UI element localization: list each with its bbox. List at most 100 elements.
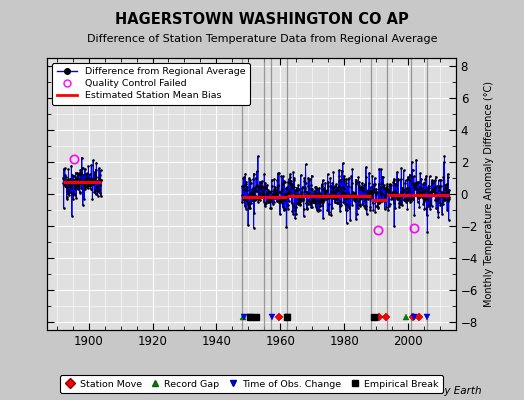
Point xyxy=(348,191,357,197)
Point xyxy=(423,186,431,193)
Point xyxy=(240,197,248,204)
Point xyxy=(433,195,442,202)
Point xyxy=(297,189,305,195)
Point xyxy=(427,193,435,200)
Point xyxy=(311,196,319,203)
Point xyxy=(392,180,400,187)
Point xyxy=(342,207,350,214)
Point xyxy=(91,187,100,193)
Point xyxy=(433,197,441,204)
Point xyxy=(255,191,264,198)
Point xyxy=(445,196,453,202)
Point xyxy=(429,186,437,193)
Point xyxy=(251,197,259,203)
Point xyxy=(364,191,373,198)
Point xyxy=(78,184,86,191)
Point xyxy=(413,187,422,194)
Point xyxy=(394,196,402,202)
Point xyxy=(373,197,381,203)
Point xyxy=(278,204,287,210)
Point xyxy=(416,184,424,190)
Point xyxy=(379,196,388,202)
Point xyxy=(78,154,86,161)
Point xyxy=(397,200,405,207)
Point xyxy=(302,200,311,206)
Point xyxy=(65,191,73,198)
Point xyxy=(274,198,282,204)
Point xyxy=(246,177,254,183)
Point xyxy=(319,198,328,205)
Point xyxy=(62,177,71,183)
Point xyxy=(289,202,297,208)
Point xyxy=(362,206,370,212)
Point xyxy=(304,175,312,181)
Point xyxy=(366,207,374,214)
Point xyxy=(422,212,431,218)
Point xyxy=(340,176,348,182)
Point xyxy=(271,187,279,193)
Point xyxy=(308,172,316,179)
Point xyxy=(88,177,96,184)
Point xyxy=(344,194,353,200)
Point xyxy=(343,200,351,207)
Point xyxy=(334,187,342,194)
Point xyxy=(373,198,381,204)
Point xyxy=(97,177,105,184)
Point xyxy=(334,200,343,206)
Point xyxy=(85,176,93,183)
Point xyxy=(316,197,325,204)
Point xyxy=(269,194,278,200)
Point xyxy=(377,192,386,198)
Point xyxy=(290,190,298,196)
Point xyxy=(260,171,268,177)
Point xyxy=(280,178,288,184)
Point xyxy=(388,190,396,196)
Point xyxy=(244,191,252,198)
Point xyxy=(322,195,331,201)
Point xyxy=(256,193,265,199)
Point xyxy=(443,206,451,213)
Point xyxy=(403,185,411,191)
Point xyxy=(335,198,344,205)
Point xyxy=(277,189,285,196)
Point xyxy=(395,204,403,210)
Point xyxy=(298,184,307,190)
Point xyxy=(312,184,321,190)
Point xyxy=(412,180,420,186)
Point xyxy=(436,191,444,197)
Point xyxy=(323,195,331,201)
Point xyxy=(398,187,407,194)
Point xyxy=(282,185,290,191)
Point xyxy=(259,185,268,192)
Point xyxy=(283,186,291,192)
Point xyxy=(430,189,439,195)
Point xyxy=(323,187,331,194)
Point xyxy=(374,200,382,206)
Point xyxy=(330,189,338,196)
Point xyxy=(279,180,287,186)
Point xyxy=(292,203,301,210)
Point xyxy=(417,176,425,182)
Point xyxy=(398,184,406,191)
Point xyxy=(405,194,413,201)
Point xyxy=(305,176,314,182)
Point xyxy=(441,197,450,204)
Point xyxy=(283,190,291,196)
Point xyxy=(390,176,398,182)
Point xyxy=(249,176,258,182)
Point xyxy=(275,189,283,196)
Point xyxy=(68,179,76,185)
Point xyxy=(396,200,404,207)
Point xyxy=(62,196,71,202)
Point xyxy=(245,203,253,209)
Point xyxy=(305,199,314,206)
Point xyxy=(270,199,278,205)
Point xyxy=(239,182,247,189)
Point xyxy=(444,174,452,180)
Point xyxy=(438,210,446,217)
Point xyxy=(428,203,436,209)
Point xyxy=(293,201,302,207)
Point xyxy=(433,209,442,215)
Point xyxy=(404,174,412,180)
Point xyxy=(388,195,397,201)
